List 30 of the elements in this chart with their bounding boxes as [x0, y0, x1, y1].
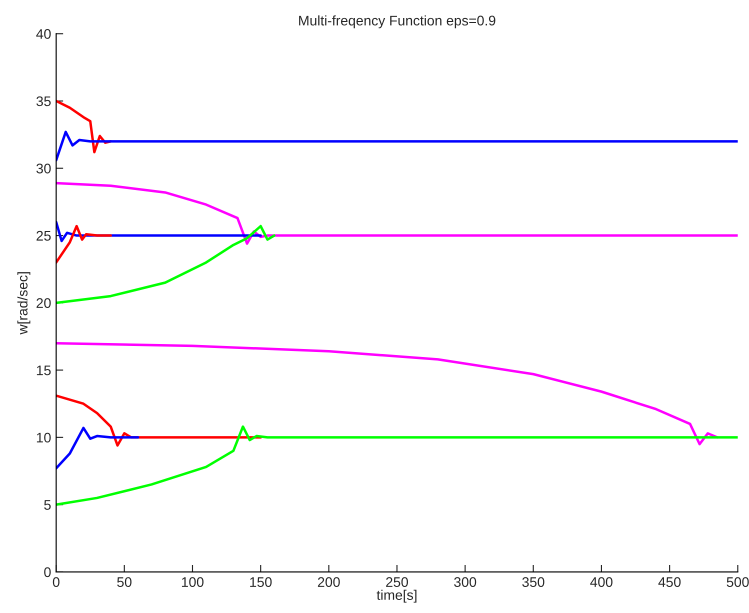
y-tick-label: 30	[36, 164, 51, 174]
line-series	[56, 426, 140, 470]
x-tick-label: 200	[318, 577, 340, 587]
x-axis-title: time[s]	[376, 590, 416, 603]
x-tick-label: 400	[590, 577, 612, 587]
x-tick-label: 100	[182, 577, 204, 587]
line-series	[56, 182, 738, 245]
x-tick-label: 50	[117, 577, 132, 587]
x-tick-label: 450	[658, 577, 681, 587]
chart-title: Multi-freqency Function eps=0.9	[299, 15, 496, 28]
x-tick-label: 350	[522, 577, 544, 587]
y-tick-label: 40	[36, 29, 51, 39]
y-tick-label: 15	[36, 366, 51, 376]
line-series	[56, 130, 738, 162]
x-tick-label: 0	[52, 577, 60, 587]
y-tick-label: 25	[36, 230, 51, 241]
line-series	[56, 224, 276, 304]
y-axis-title: w[rad/sec]	[17, 272, 30, 334]
line-series	[56, 425, 738, 506]
y-tick-label: 5	[44, 500, 51, 510]
x-tick-label: 500	[726, 577, 749, 587]
y-tick-label: 0	[44, 567, 51, 578]
x-tick-label: 300	[454, 577, 476, 587]
line-series	[56, 224, 112, 264]
line-series	[56, 342, 719, 446]
y-tick-label: 35	[36, 96, 51, 106]
x-tick-label: 250	[386, 577, 408, 587]
y-tick-label: 20	[36, 298, 51, 308]
y-tick-label: 10	[36, 432, 51, 443]
x-tick-label: 150	[250, 577, 272, 587]
